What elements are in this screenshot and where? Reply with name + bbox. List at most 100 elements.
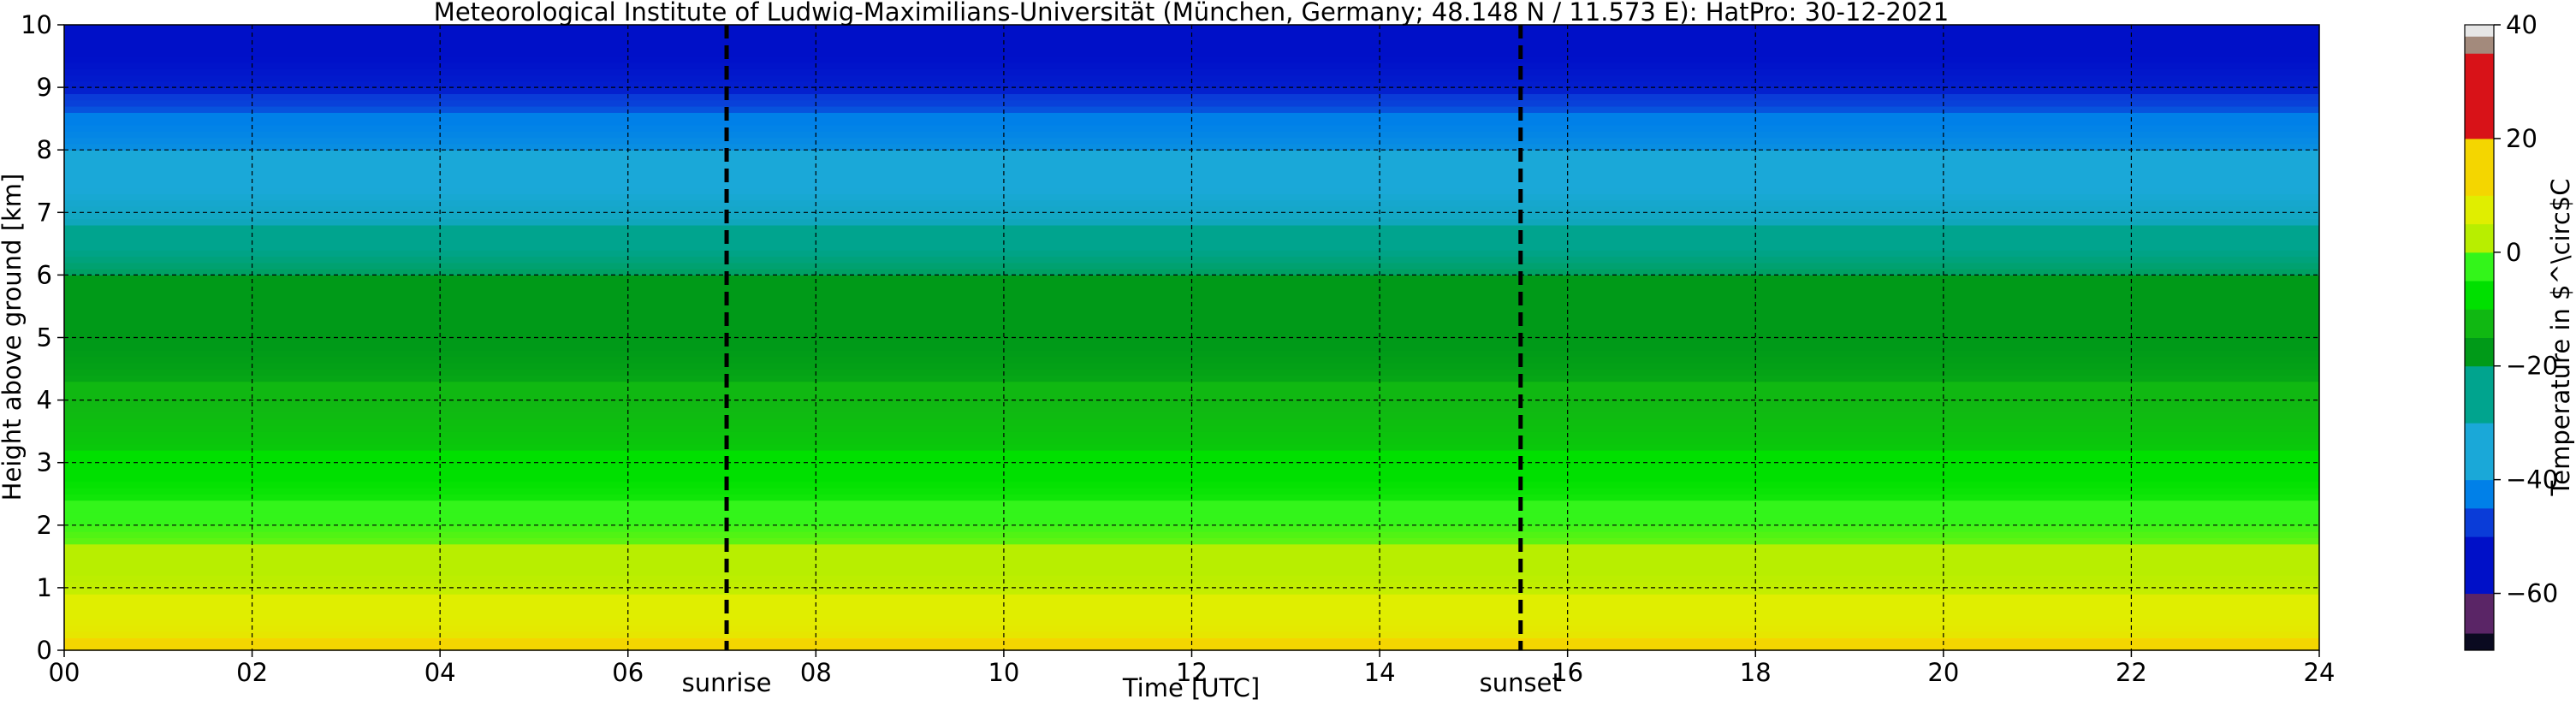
colorbar-segment — [2465, 309, 2494, 338]
y-tick-label: 10 — [21, 10, 52, 39]
heatmap-band — [64, 619, 2319, 626]
x-tick-label: 00 — [49, 658, 80, 687]
heatmap-band — [64, 205, 2319, 213]
heatmap-band — [64, 606, 2319, 613]
colorbar-segment — [2465, 633, 2494, 651]
x-tick-label: 02 — [236, 658, 268, 687]
heatmap-band — [64, 106, 2319, 113]
x-tick-label: 04 — [424, 658, 456, 687]
colorbar-segment — [2465, 281, 2494, 310]
colorbar-segment — [2465, 593, 2494, 634]
heatmap-band — [64, 550, 2319, 557]
heatmap-plot-area — [63, 24, 2320, 651]
x-tick-label: 24 — [2304, 658, 2336, 687]
x-axis-label: Time [UTC] — [1122, 673, 1260, 702]
heatmap-band — [64, 512, 2319, 520]
x-tick-label: 08 — [800, 658, 832, 687]
heatmap-band — [64, 118, 2319, 126]
colorbar-segment — [2465, 423, 2494, 481]
heatmap-band — [64, 375, 2319, 382]
colorbar-segment — [2465, 223, 2494, 253]
heatmap-band — [64, 643, 2319, 651]
x-tick-label: 06 — [612, 658, 644, 687]
y-tick-label: 7 — [37, 198, 52, 227]
colorbar: 40 20 0 −20 −40 −60 Temperature in $^\circ$C — [2464, 10, 2575, 651]
y-tick-label: 5 — [37, 323, 52, 352]
colorbar-tick-label: 0 — [2506, 238, 2521, 267]
heatmap-band — [64, 343, 2319, 351]
heatmap-band — [64, 80, 2319, 88]
heatmap-band — [64, 281, 2319, 288]
colorbar-segment — [2465, 25, 2494, 37]
y-axis-label: Height above ground [km] — [0, 174, 27, 501]
colorbar-tick-label: −20 — [2506, 352, 2558, 381]
colorbar-segment — [2465, 365, 2494, 424]
y-tick-label: 2 — [37, 511, 52, 540]
colorbar-segment — [2465, 507, 2494, 537]
y-tick-label: 3 — [37, 448, 52, 477]
heatmap-band — [64, 181, 2319, 188]
heatmap-band — [64, 412, 2319, 420]
heatmap-band — [64, 518, 2319, 526]
heatmap-band — [64, 275, 2319, 282]
x-tick-label: 18 — [1740, 658, 1772, 687]
heatmap-band — [64, 143, 2319, 151]
colorbar-segment — [2465, 337, 2494, 367]
event-lines — [724, 25, 1523, 650]
colorbar-tick-label: 20 — [2506, 124, 2537, 153]
sunset-label: sunset — [1480, 668, 1562, 697]
colorbar-segment — [2465, 195, 2494, 225]
heatmap-band — [64, 575, 2319, 583]
heatmap-band — [64, 450, 2319, 457]
heatmap-band — [64, 218, 2319, 226]
y-tick-label: 9 — [37, 73, 52, 102]
y-tick-label: 8 — [37, 135, 52, 164]
colorbar-segment — [2465, 536, 2494, 595]
heatmap-band — [64, 150, 2319, 157]
heatmap-band — [64, 613, 2319, 620]
heatmap-band — [64, 250, 2319, 258]
colorbar-tick-label: −60 — [2506, 579, 2558, 608]
heatmap-band — [64, 506, 2319, 513]
colorbar-segments — [2465, 25, 2494, 651]
heatmap-band — [64, 212, 2319, 220]
heatmap-band — [64, 543, 2319, 551]
heatmap-band — [64, 443, 2319, 451]
heatmap-band — [64, 74, 2319, 82]
heatmap-band — [64, 43, 2319, 50]
colorbar-tick-label: 40 — [2506, 10, 2537, 39]
heatmap-band — [64, 243, 2319, 251]
colorbar-frame — [2464, 24, 2495, 651]
y-axis-ticks: 0 1 2 3 4 5 6 7 8 9 10 — [21, 10, 64, 665]
y-tick-label: 1 — [37, 573, 52, 602]
y-tick-label: 4 — [37, 386, 52, 415]
x-tick-label: 22 — [2116, 658, 2147, 687]
chart-title: Meteorological Institute of Ludwig-Maxim… — [434, 0, 1949, 27]
colorbar-segment — [2465, 36, 2494, 54]
sunrise-label: sunrise — [682, 668, 772, 697]
heatmap-band — [64, 381, 2319, 388]
colorbar-label: Temperature in $^\circ$C — [2546, 178, 2575, 496]
x-tick-label: 20 — [1927, 658, 1959, 687]
heatmap-band — [64, 581, 2319, 589]
heatmap-band — [64, 418, 2319, 426]
heatmap-band — [64, 112, 2319, 120]
colorbar-segment — [2465, 479, 2494, 509]
colorbar-segment — [2465, 252, 2494, 281]
colorbar-segment — [2465, 53, 2494, 139]
colorbar-segment — [2465, 138, 2494, 196]
heatmap-band — [64, 406, 2319, 413]
heatmap-band — [64, 87, 2319, 95]
heatmap-band — [64, 318, 2319, 326]
grid-lines — [64, 25, 2319, 650]
y-tick-label: 0 — [37, 636, 52, 665]
heatmap-band — [64, 481, 2319, 489]
heatmap-band — [64, 475, 2319, 483]
x-tick-label: 12 — [1176, 658, 1208, 687]
colorbar-ticks: 40 20 0 −20 −40 −60 — [2494, 10, 2558, 608]
heatmap-band — [64, 50, 2319, 57]
heatmap-band — [64, 187, 2319, 194]
heatmap-band — [64, 305, 2319, 313]
x-axis-ticks: 00 02 04 06 08 10 12 14 16 18 20 22 24 — [49, 650, 2336, 687]
